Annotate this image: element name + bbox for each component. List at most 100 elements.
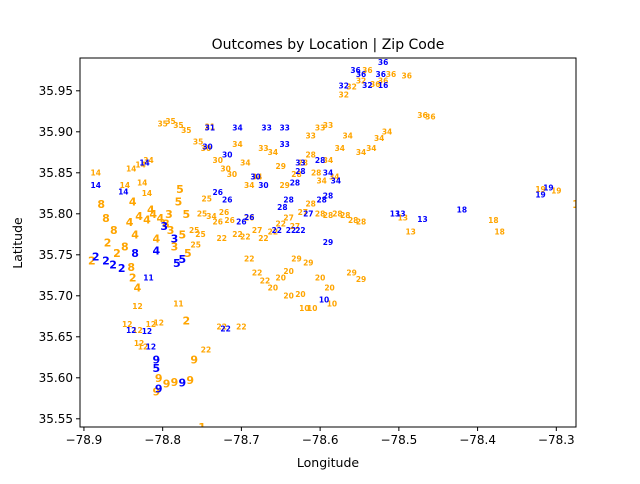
point-label-orange: 25 <box>191 241 201 250</box>
plot-frame <box>79 57 577 428</box>
point-label-blue: 36 <box>376 70 386 79</box>
point-label-blue: 12 <box>142 327 152 336</box>
y-tick-label: 35.65 <box>39 330 73 344</box>
point-label-orange: 4 <box>149 208 157 221</box>
point-label-orange: 35 <box>157 119 167 128</box>
point-label-orange: 4 <box>129 195 137 208</box>
point-label-orange: 30 <box>227 170 237 179</box>
point-label-blue: 36 <box>356 70 366 79</box>
point-label-orange: 27 <box>283 214 293 223</box>
point-label-orange: 22 <box>216 323 226 332</box>
point-label-orange: 5 <box>184 247 192 260</box>
point-label-orange: 25 <box>189 226 199 235</box>
point-label-orange: 31 <box>205 123 215 132</box>
point-label-orange: 12 <box>146 320 156 329</box>
y-tick-label: 35.85 <box>39 166 73 180</box>
point-label-orange: 20 <box>295 290 305 299</box>
point-label-orange: 34 <box>316 177 326 186</box>
point-label-orange: 3 <box>167 224 175 237</box>
y-tick-label: 35.80 <box>39 207 73 221</box>
point-label-orange: 36 <box>378 77 388 86</box>
point-label-orange: 36 <box>370 80 380 89</box>
point-label-blue: 33 <box>261 123 271 132</box>
point-label-orange: 4 <box>153 232 161 245</box>
point-label-orange: 28 <box>315 210 325 219</box>
point-label-orange: 2 <box>182 314 190 327</box>
point-label-orange: 10 <box>307 304 317 313</box>
point-label-orange: 9 <box>153 386 161 399</box>
point-label-orange: 9 <box>171 376 179 389</box>
point-label-orange: 20 <box>283 267 293 276</box>
point-label-blue: 28 <box>316 196 326 205</box>
point-label-orange: 28 <box>298 159 308 168</box>
chart-title: Outcomes by Location | Zip Code <box>212 37 445 53</box>
point-label-orange: 8 <box>102 212 110 225</box>
point-label-orange: 20 <box>276 273 286 282</box>
point-label-orange: 34 <box>206 212 216 221</box>
point-label-orange: 35 <box>181 126 191 135</box>
point-label-orange: 12 <box>134 339 144 348</box>
point-label-orange: 25 <box>195 230 205 239</box>
point-label-blue: 29 <box>323 238 333 247</box>
point-label-orange: 14 <box>142 189 152 198</box>
point-label-orange: 34 <box>232 140 242 149</box>
point-label-orange: 28 <box>291 170 301 179</box>
point-label-orange: 26 <box>213 218 223 227</box>
point-label-orange: 11 <box>173 300 183 309</box>
point-label-orange: 29 <box>356 275 366 284</box>
point-label-orange: 34 <box>342 132 352 141</box>
point-label-blue: 2 <box>102 255 110 268</box>
point-label-blue: 31 <box>205 123 215 132</box>
point-label-orange: 34 <box>268 148 278 157</box>
point-label-orange: 12 <box>122 320 132 329</box>
point-label-orange: 14 <box>135 160 145 169</box>
point-label-blue: 30 <box>202 142 212 151</box>
y-axis-label: Latitude <box>10 217 25 269</box>
point-label-orange: 29 <box>291 255 301 264</box>
point-label-orange: 22 <box>232 230 242 239</box>
point-label-orange: 3 <box>165 208 173 221</box>
point-label-orange: 29 <box>303 259 313 268</box>
point-label-orange: 34 <box>335 144 345 153</box>
point-label-orange: 20 <box>268 283 278 292</box>
point-label-blue: 3 <box>171 232 179 245</box>
point-label-orange: 35 <box>165 117 175 126</box>
x-tick-label: −78.4 <box>459 433 496 447</box>
point-label-orange: 26 <box>219 208 229 217</box>
point-label-blue: 9 <box>155 382 163 395</box>
point-label-orange: 35 <box>193 137 203 146</box>
point-label-orange: 25 <box>197 210 207 219</box>
point-label-orange: 4 <box>143 214 151 227</box>
point-label-orange: 28 <box>305 200 315 209</box>
point-label-blue: 5 <box>173 257 181 270</box>
point-label-orange: 28 <box>305 150 315 159</box>
point-label-orange: 14 <box>126 164 136 173</box>
point-label-blue: 19 <box>535 191 545 200</box>
point-label-blue: 30 <box>250 173 260 182</box>
point-label-blue: 22 <box>295 226 305 235</box>
point-label-orange: 36 <box>386 70 396 79</box>
y-tick-label: 35.55 <box>39 412 73 426</box>
point-label-blue: 2 <box>109 259 117 272</box>
point-label-orange: 9 <box>163 378 171 391</box>
point-label-orange: 33 <box>323 121 333 130</box>
point-label-orange: 35 <box>173 121 183 130</box>
point-label-blue: 34 <box>323 169 333 178</box>
point-label-blue: 14 <box>91 181 101 190</box>
point-label-orange: 2 <box>104 236 112 249</box>
point-label-orange: 13 <box>398 214 408 223</box>
point-label-orange: 12 <box>154 319 164 328</box>
point-label-orange: 9 <box>190 354 198 367</box>
y-tick-label: 35.75 <box>39 248 73 262</box>
point-label-blue: 27 <box>303 210 313 219</box>
point-label-orange: 2 <box>88 255 96 268</box>
point-label-blue: 28 <box>315 156 325 165</box>
point-label-blue: 28 <box>290 178 300 187</box>
point-label-blue: 18 <box>457 205 467 214</box>
x-tick-label: −78.6 <box>302 433 339 447</box>
point-label-blue: 28 <box>295 167 305 176</box>
point-label-blue: 26 <box>244 213 254 222</box>
point-label-blue: 16 <box>378 81 388 90</box>
point-label-orange: 32 <box>356 77 366 86</box>
point-label-orange: 2 <box>113 247 121 260</box>
